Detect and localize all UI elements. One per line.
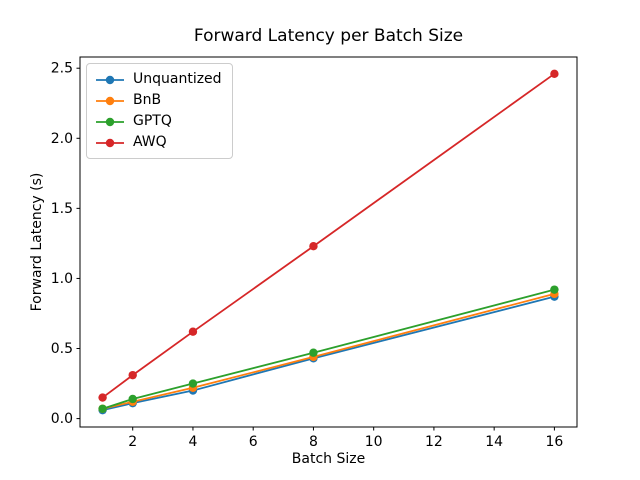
legend-item-unquantized: Unquantized	[95, 69, 222, 90]
legend-item-gptq: GPTQ	[95, 111, 222, 132]
data-point-awq	[550, 69, 559, 79]
legend-item-awq: AWQ	[95, 132, 222, 153]
data-point-awq	[309, 242, 318, 251]
legend-label: BnB	[133, 92, 162, 108]
axes-frame	[79, 56, 578, 428]
series-line-gptq	[101, 288, 556, 410]
legend-marker-icon	[96, 96, 124, 105]
legend-item-bnb: BnB	[95, 90, 222, 111]
y-tick-label: 0.0	[51, 411, 73, 427]
data-point-awq	[188, 327, 198, 336]
x-axis-label: Batch Size	[291, 451, 366, 467]
x-tick-label: 12	[425, 434, 443, 450]
x-tick-label: 16	[545, 434, 563, 450]
legend-marker-icon	[96, 117, 124, 126]
legend-label: AWQ	[133, 134, 167, 150]
legend: Unquantized BnB GPTQ AWQ	[86, 63, 233, 159]
legend-label: GPTQ	[133, 113, 172, 129]
y-tick-label: 2.0	[51, 131, 73, 147]
x-tick-label: 8	[309, 434, 318, 450]
x-tick-label: 10	[365, 434, 383, 450]
legend-label: Unquantized	[133, 71, 222, 87]
x-tick-label: 6	[249, 434, 258, 450]
chart-title: Forward Latency per Batch Size	[193, 26, 464, 46]
y-tick-label: 1.0	[51, 271, 73, 287]
x-tick-label: 4	[188, 434, 197, 450]
y-axis-label-text: Forward Latency (s)	[29, 172, 45, 312]
data-point-gptq	[550, 285, 559, 294]
data-point-awq	[98, 393, 107, 402]
x-tick-label: 2	[128, 434, 137, 450]
data-point-awq	[128, 370, 137, 380]
series-line-bnb	[101, 292, 556, 410]
y-tick-label: 2.5	[51, 61, 73, 77]
x-tick-label: 14	[485, 434, 503, 450]
data-point-gptq	[309, 348, 318, 357]
legend-marker-icon	[96, 138, 124, 147]
y-tick-label: 1.5	[51, 201, 73, 217]
legend-marker-icon	[96, 75, 124, 84]
data-point-gptq	[98, 404, 107, 413]
data-point-gptq	[128, 394, 137, 404]
data-point-gptq	[188, 379, 198, 388]
y-tick-label: 0.5	[51, 341, 73, 357]
